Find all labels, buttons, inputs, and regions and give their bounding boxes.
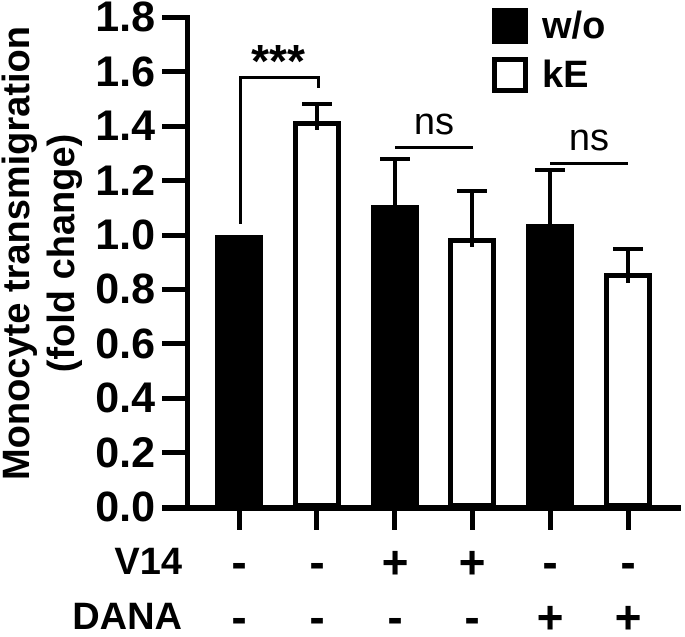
condition-sign-v14-bar2: - <box>309 536 325 588</box>
y-axis-tick-label: 0.4 <box>95 374 155 422</box>
condition-row-label-v14: V14 <box>114 541 182 583</box>
x-axis-tick <box>392 511 397 530</box>
condition-sign-v14-bar1: - <box>231 536 247 588</box>
x-axis-tick <box>626 511 631 530</box>
x-axis-line <box>162 505 681 511</box>
y-axis-tick-label: 1.6 <box>95 48 155 96</box>
legend-label-wo: w/o <box>542 5 606 47</box>
legend-label-ke: kE <box>542 54 589 96</box>
condition-row-label-dana: DANA <box>72 596 182 637</box>
bar-wo-group2 <box>371 205 419 508</box>
error-bar-cap <box>457 189 487 193</box>
y-axis-tick <box>162 396 190 401</box>
bar-kE-group2 <box>448 238 496 508</box>
error-bar-cap <box>302 102 332 106</box>
condition-sign-v14-bar5: - <box>542 536 558 588</box>
y-axis-tick <box>162 124 190 129</box>
y-axis-tick <box>162 287 190 292</box>
sig-bracket-right-drop <box>317 76 320 88</box>
x-axis-tick <box>314 511 319 530</box>
x-axis-tick <box>470 511 475 530</box>
condition-sign-dana-bar4: - <box>464 591 480 637</box>
bar-kE-group3 <box>604 273 652 508</box>
error-bar-cap <box>613 247 643 251</box>
error-bar-cap <box>380 157 410 161</box>
bar-kE-group1 <box>293 121 341 508</box>
legend-swatch-open-icon <box>492 57 528 93</box>
y-axis-line <box>185 15 190 511</box>
condition-sign-dana-bar3: - <box>387 591 403 637</box>
condition-sign-dana-bar6: + <box>614 591 642 637</box>
error-bar-stem <box>393 159 397 215</box>
error-bar-stem <box>315 104 319 130</box>
condition-sign-dana-bar2: - <box>309 591 325 637</box>
error-bar-cap <box>535 168 565 172</box>
bar-wo-group3 <box>526 224 574 508</box>
y-axis-tick <box>162 15 190 20</box>
y-axis-tick <box>162 178 190 183</box>
x-axis-tick <box>237 511 242 530</box>
y-axis-tick-label: 0.8 <box>95 265 155 313</box>
y-axis-tick-label: 0.0 <box>95 483 155 531</box>
legend-swatch-filled-icon <box>492 8 528 44</box>
y-axis-tick-label: 1.8 <box>95 0 155 41</box>
ns-line <box>550 162 628 165</box>
x-axis-tick <box>548 511 553 530</box>
sig-bracket-line <box>239 76 320 79</box>
error-bar-stem <box>470 191 474 247</box>
y-axis-tick-label: 0.6 <box>95 320 155 368</box>
y-axis-title-line1: Monocyte transmigration <box>0 26 38 480</box>
y-axis-tick <box>162 233 190 238</box>
condition-sign-v14-bar6: - <box>620 536 636 588</box>
ns-label: ns <box>413 101 455 143</box>
sig-bracket-left-drop <box>239 76 242 224</box>
condition-sign-dana-bar1: - <box>231 591 247 637</box>
y-axis-tick-label: 1.4 <box>95 102 155 150</box>
y-axis-tick <box>162 341 190 346</box>
condition-sign-v14-bar3: + <box>381 536 409 588</box>
condition-sign-v14-bar4: + <box>458 536 486 588</box>
y-axis-tick <box>162 450 190 455</box>
error-bar-stem <box>626 249 630 283</box>
y-axis-tick-label: 0.2 <box>95 429 155 477</box>
sig-label-asterisks: *** <box>251 35 305 87</box>
error-bar-stem <box>548 170 552 234</box>
y-axis-tick-label: 1.2 <box>95 157 155 205</box>
ns-line <box>395 146 473 149</box>
bar-wo-group1 <box>215 235 263 508</box>
y-axis-tick-label: 1.0 <box>95 211 155 259</box>
condition-sign-dana-bar5: + <box>536 591 564 637</box>
y-axis-tick <box>162 69 190 74</box>
ns-label: ns <box>568 117 610 159</box>
